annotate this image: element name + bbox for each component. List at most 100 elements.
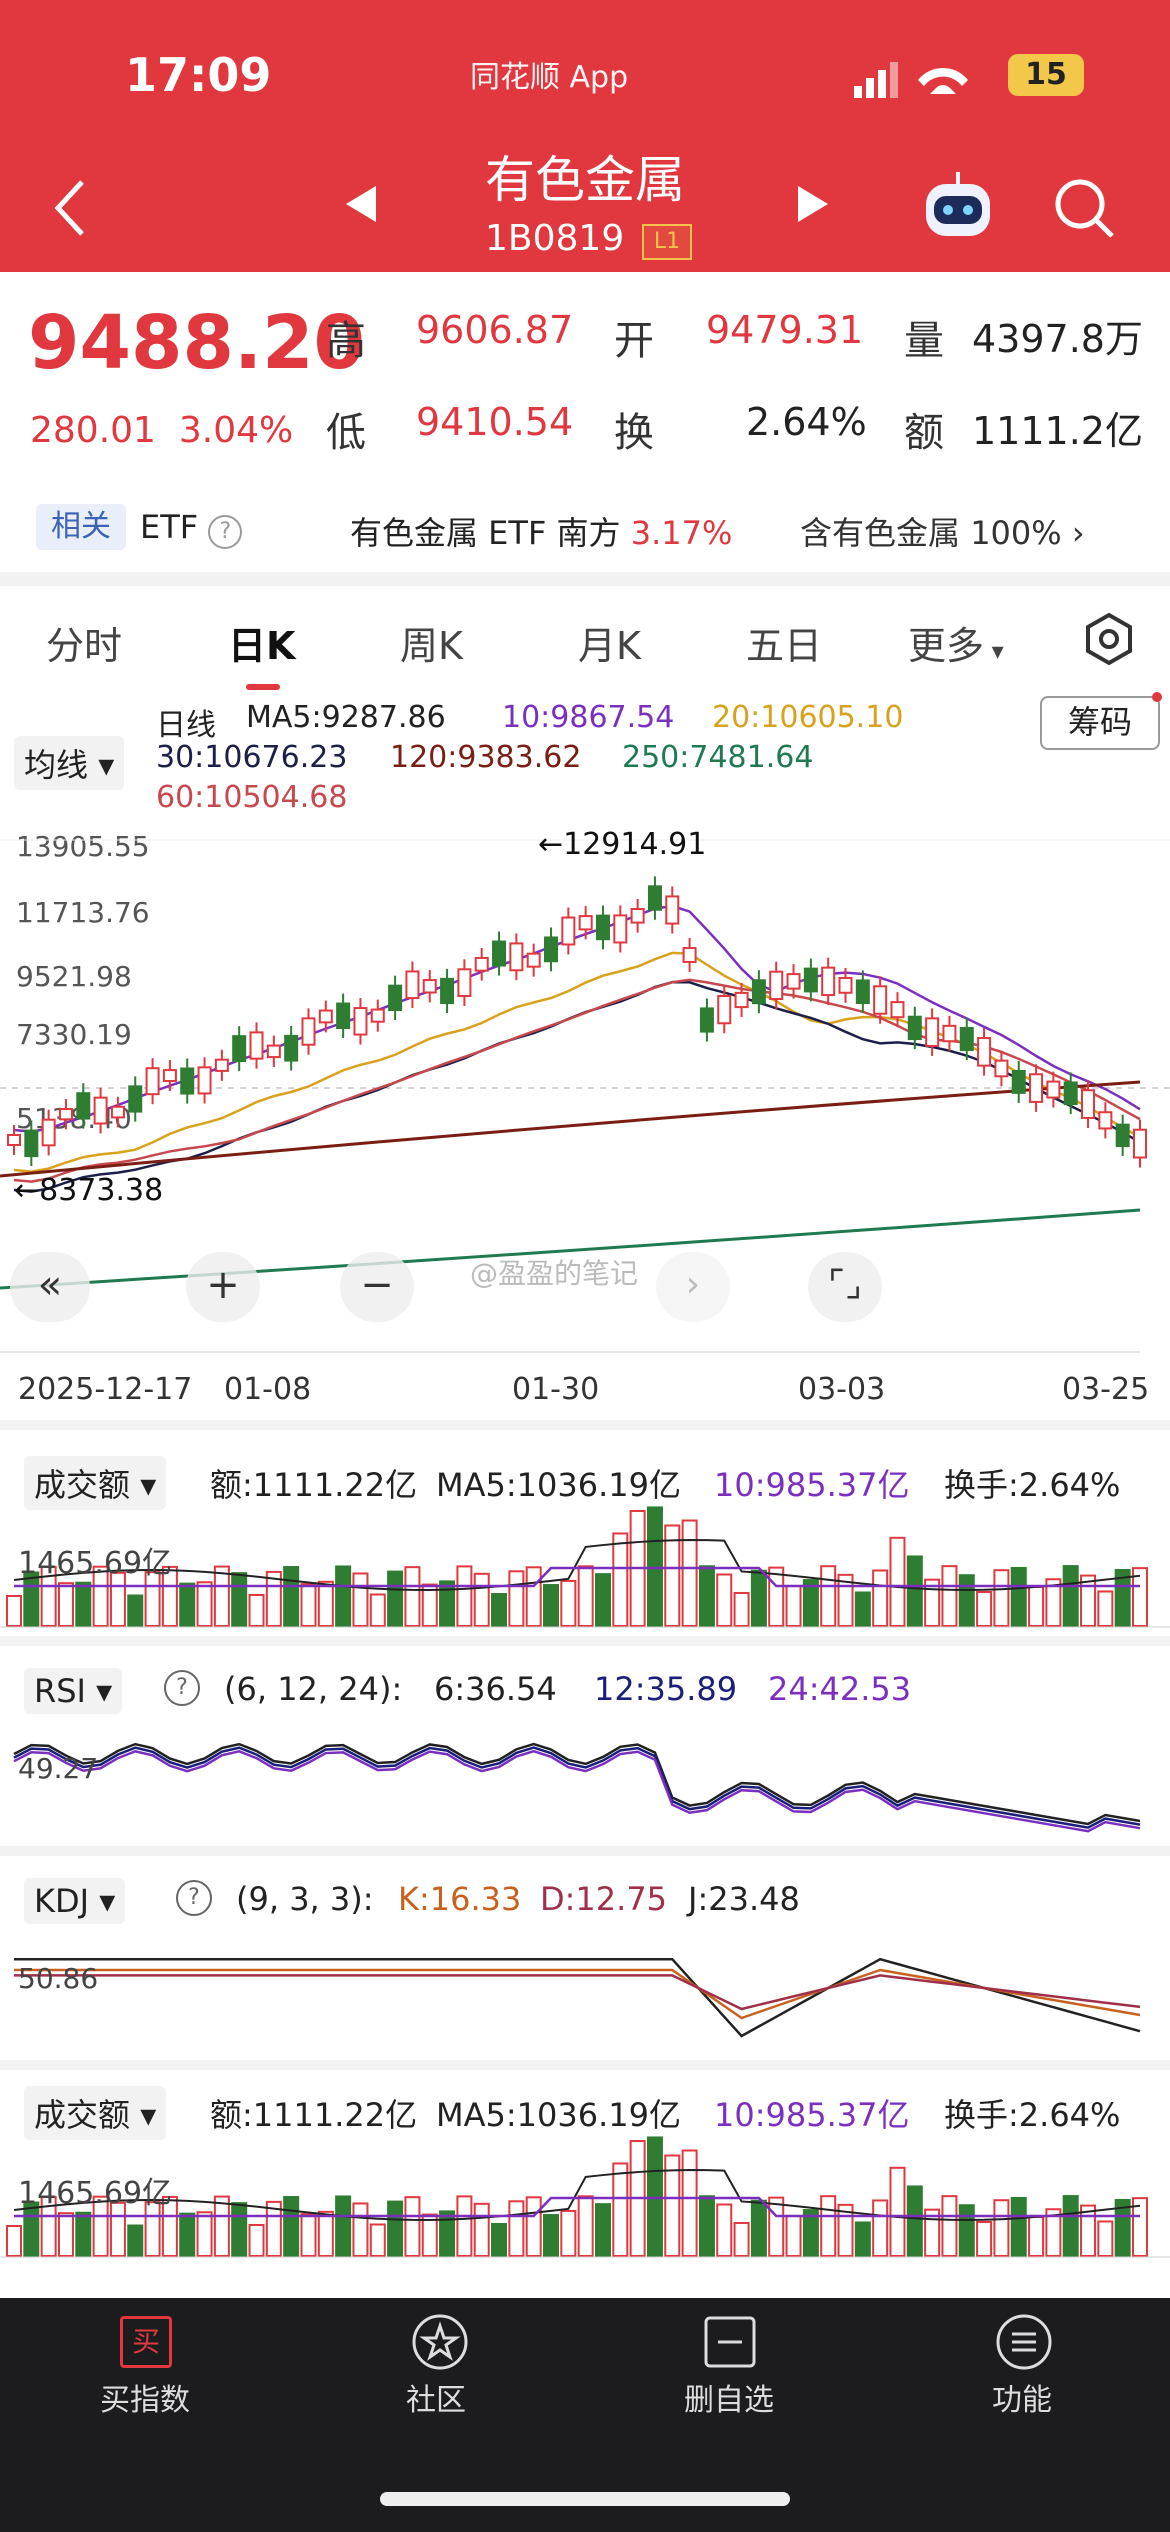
- nav-community[interactable]: 社区: [406, 2383, 466, 2418]
- tab-monthly-k[interactable]: 月K: [578, 624, 641, 668]
- candle: [786, 973, 801, 990]
- volume-bar: [560, 1579, 577, 1627]
- tab-daily-k[interactable]: 日K: [228, 624, 296, 668]
- volume-bar: [768, 2196, 785, 2257]
- candle: [457, 968, 472, 998]
- volume-bar: [404, 1566, 421, 1628]
- volume-bar: [6, 2225, 22, 2257]
- divider: [0, 1846, 1170, 1856]
- ma120-line: [0, 1080, 1141, 1178]
- candle: [595, 914, 610, 941]
- remove-watchlist-icon[interactable]: [702, 2314, 758, 2370]
- candle: [717, 995, 732, 1025]
- volume-bar: [57, 2212, 74, 2257]
- buy-icon[interactable]: 买: [120, 2316, 172, 2368]
- app-header: 17:09 同花顺 App 15 有色金属 1B0819 L1: [0, 0, 1170, 272]
- volume-turnover: 换手:2.64%: [944, 1466, 1121, 1504]
- candle: [561, 916, 576, 946]
- kline-chart[interactable]: 13905.5511713.769521.987330.195138.40←12…: [0, 820, 1170, 1380]
- community-star-icon[interactable]: [410, 2312, 470, 2372]
- candle: [890, 1001, 905, 1019]
- price-tick: 11713.76: [16, 896, 150, 929]
- zoom-out-button[interactable]: −: [340, 1252, 414, 1322]
- volume2-ma5: MA5:1036.19亿: [436, 2096, 681, 2134]
- rsi6-value: 6:36.54: [434, 1670, 557, 1708]
- candle: [1081, 1089, 1096, 1119]
- volume-bar: [872, 2199, 889, 2257]
- volume-bar: [1010, 1566, 1027, 1627]
- volume-bar: [456, 2195, 473, 2257]
- volume-selector[interactable]: 成交额 ▾: [24, 1456, 167, 1510]
- home-indicator: [380, 2492, 790, 2506]
- candle: [336, 1002, 351, 1030]
- kdj-selector[interactable]: KDJ ▾: [24, 1878, 126, 1924]
- tab-intraday[interactable]: 分时: [46, 624, 123, 668]
- volume-bar: [681, 1519, 698, 1628]
- volume-bar: [456, 1565, 473, 1627]
- volume-bar: [906, 2185, 923, 2258]
- nav-remove-watchlist[interactable]: 删自选: [684, 2383, 774, 2418]
- date-axis-3: 03-03: [798, 1372, 886, 1407]
- contains-item[interactable]: 含有色金属 100% ›: [800, 514, 1085, 552]
- volume-bar: [646, 1506, 663, 1628]
- candle: [422, 979, 437, 994]
- tab-more[interactable]: 更多 ▾: [908, 624, 1004, 668]
- rewind-button[interactable]: «: [10, 1252, 90, 1322]
- volume-chart[interactable]: [0, 1500, 1170, 1630]
- volume-bar: [1080, 2204, 1097, 2258]
- menu-icon[interactable]: [994, 2312, 1054, 2372]
- volume-ma10-line: [14, 2196, 1140, 2218]
- volume-bar: [127, 1594, 144, 1627]
- related-etf-item[interactable]: 有色金属 ETF 南方 3.17%: [350, 514, 733, 552]
- volume-bar: [976, 2220, 993, 2257]
- candle: [1098, 1111, 1113, 1130]
- volume-bar: [733, 1591, 750, 1627]
- volume-bar: [421, 1583, 438, 1627]
- back-arrow-icon[interactable]: [50, 178, 90, 238]
- ma-selector[interactable]: 均线 ▾: [14, 736, 125, 790]
- candle: [925, 1017, 940, 1047]
- tab-five-day[interactable]: 五日: [746, 624, 823, 668]
- volume-bar: [40, 2195, 57, 2257]
- rsi-help-icon[interactable]: ?: [164, 1670, 200, 1706]
- volume-bar: [317, 2210, 334, 2257]
- nav-buy-index[interactable]: 买指数: [100, 2383, 190, 2418]
- candle: [301, 1017, 316, 1046]
- volume2-chart[interactable]: [0, 2130, 1170, 2260]
- divider: [0, 1636, 1170, 1646]
- rsi-chart[interactable]: [0, 1714, 1170, 1838]
- rsi12-value: 12:35.89: [594, 1670, 738, 1708]
- volume-bar: [681, 2149, 698, 2258]
- volume-bar: [491, 2222, 508, 2257]
- candle: [110, 1105, 125, 1119]
- kdj-help-icon[interactable]: ?: [176, 1880, 212, 1916]
- settings-gear-icon[interactable]: [1082, 612, 1136, 666]
- robot-assistant-icon[interactable]: [920, 168, 996, 244]
- candle: [544, 936, 559, 963]
- next-arrow-icon[interactable]: [796, 182, 832, 226]
- tab-weekly-k[interactable]: 周K: [400, 624, 463, 668]
- volume-bar: [335, 2195, 352, 2257]
- kdj-chart[interactable]: [0, 1918, 1170, 2052]
- last-price: 9488.20: [28, 300, 366, 386]
- nav-functions[interactable]: 功能: [992, 2383, 1052, 2418]
- volume-bar: [1097, 2220, 1114, 2257]
- volume-bar: [612, 2162, 629, 2257]
- prev-arrow-icon[interactable]: [342, 182, 378, 226]
- volume-bar: [369, 2223, 386, 2257]
- candle: [7, 1134, 21, 1146]
- candle: [41, 1118, 56, 1147]
- volume-bar: [179, 1582, 196, 1627]
- search-icon[interactable]: [1052, 176, 1116, 240]
- volume-bar: [837, 1573, 854, 1628]
- ma120-value: 120:9383.62: [390, 740, 582, 775]
- help-icon[interactable]: ?: [208, 515, 243, 549]
- forward-button[interactable]: ›: [656, 1252, 730, 1322]
- related-etf-label[interactable]: ETF ?: [140, 508, 243, 549]
- volume2-selector[interactable]: 成交额 ▾: [24, 2086, 167, 2140]
- zoom-in-button[interactable]: +: [186, 1252, 260, 1322]
- chips-button[interactable]: 筹码: [1040, 696, 1160, 750]
- ma10-value: 10:9867.54: [502, 700, 675, 735]
- rsi-selector[interactable]: RSI ▾: [24, 1668, 123, 1714]
- fullscreen-button[interactable]: ⌜⌟: [808, 1252, 882, 1322]
